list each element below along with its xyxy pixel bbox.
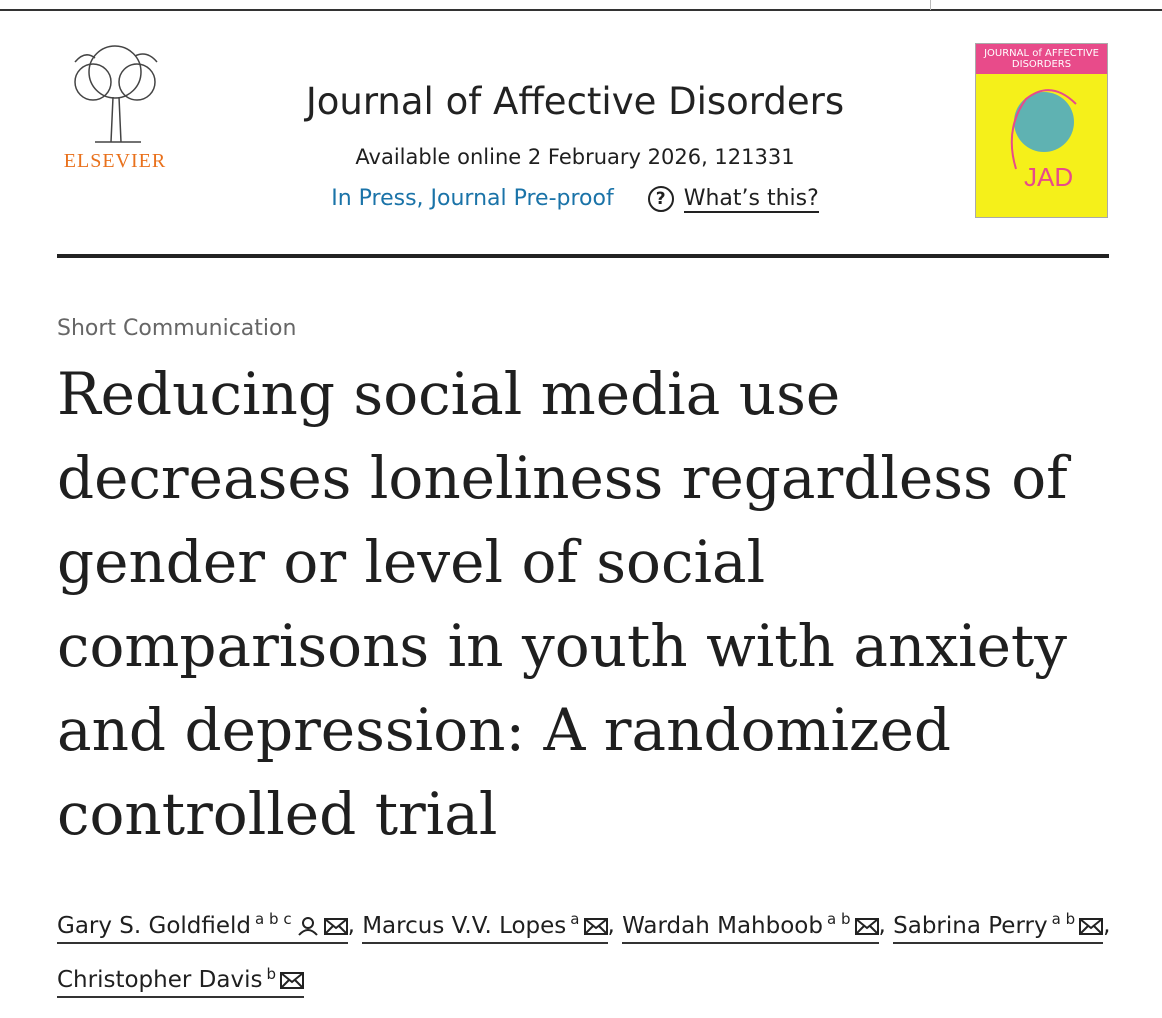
- title-line: gender or level of social: [57, 528, 766, 596]
- person-icon[interactable]: [296, 916, 320, 936]
- help-icon[interactable]: ?: [647, 186, 674, 212]
- affiliation[interactable]: b: [266, 964, 276, 983]
- affiliation[interactable]: b: [1065, 910, 1076, 928]
- affiliations: a b c: [255, 910, 292, 928]
- affiliation[interactable]: a: [255, 910, 265, 928]
- author-separator: ,: [607, 912, 615, 939]
- author[interactable]: Gary S. Goldfield a b c: [57, 910, 348, 944]
- author[interactable]: Marcus V.V. Lopes a: [362, 910, 608, 944]
- title-line: comparisons in youth with anxiety: [57, 612, 1067, 680]
- article-title: Reducing social media use decreases lonel…: [57, 352, 1137, 856]
- author-name[interactable]: Wardah Mahboob: [622, 912, 823, 939]
- top-border: [0, 9, 1162, 11]
- status-row: In Press, Journal Pre-proof? What’s this?: [200, 186, 950, 213]
- journal-cover[interactable]: JOURNAL of AFFECTIVE DISORDERS JAD: [975, 43, 1108, 218]
- title-line: Reducing social media use: [57, 360, 841, 428]
- author-separator: ,: [347, 912, 355, 939]
- cover-logo: JAD: [1024, 162, 1074, 192]
- title-line: controlled trial: [57, 780, 498, 848]
- author-separator: ,: [878, 912, 886, 939]
- affiliation[interactable]: a: [570, 910, 580, 928]
- affiliation[interactable]: b: [269, 910, 279, 928]
- affiliations: a: [570, 910, 579, 928]
- journal-title[interactable]: Journal of Affective Disorders: [305, 80, 845, 123]
- status-link[interactable]: In Press, Journal Pre-proof: [331, 186, 614, 211]
- article-type: Short Communication: [57, 316, 297, 341]
- affiliations: b: [266, 965, 276, 983]
- affiliation[interactable]: c: [283, 910, 292, 928]
- title-line: and depression: A randomized: [57, 696, 952, 764]
- mail-icon[interactable]: [279, 970, 304, 990]
- author-list: Gary S. Goldfield a b c, Marcus V.V. Lope…: [57, 895, 1117, 1004]
- affiliation[interactable]: b: [840, 910, 851, 928]
- publisher-name[interactable]: ELSEVIER: [63, 150, 167, 172]
- mail-icon[interactable]: [854, 916, 879, 936]
- author[interactable]: Wardah Mahboob a b: [622, 910, 879, 944]
- affiliations: a b: [1052, 910, 1076, 928]
- title-line: decreases loneliness regardless of: [57, 444, 1068, 512]
- publisher-logo[interactable]: [55, 42, 175, 177]
- cover-art: [1010, 89, 1077, 170]
- mail-icon[interactable]: [1079, 916, 1104, 936]
- affiliation[interactable]: a: [1051, 910, 1061, 928]
- header-rule: [57, 254, 1109, 258]
- author[interactable]: Christopher Davis b: [57, 965, 304, 999]
- mail-icon[interactable]: [323, 916, 348, 936]
- author-name[interactable]: Marcus V.V. Lopes: [362, 912, 567, 939]
- author-name[interactable]: Gary S. Goldfield: [57, 912, 252, 939]
- availability: Available online 2 February 2026, 121331: [355, 145, 795, 169]
- author-name[interactable]: Sabrina Perry: [893, 912, 1048, 939]
- affiliations: a b: [827, 910, 851, 928]
- top-divider: [930, 0, 931, 10]
- author[interactable]: Sabrina Perry a b: [893, 910, 1104, 944]
- mail-icon[interactable]: [583, 916, 608, 936]
- affiliation[interactable]: a: [826, 910, 837, 928]
- author-name[interactable]: Christopher Davis: [57, 967, 263, 994]
- whats-this-link[interactable]: What’s this?: [683, 186, 819, 213]
- cover-title: JOURNAL of AFFECTIVE DISORDERS: [976, 44, 1107, 74]
- author-separator: ,: [1103, 912, 1111, 939]
